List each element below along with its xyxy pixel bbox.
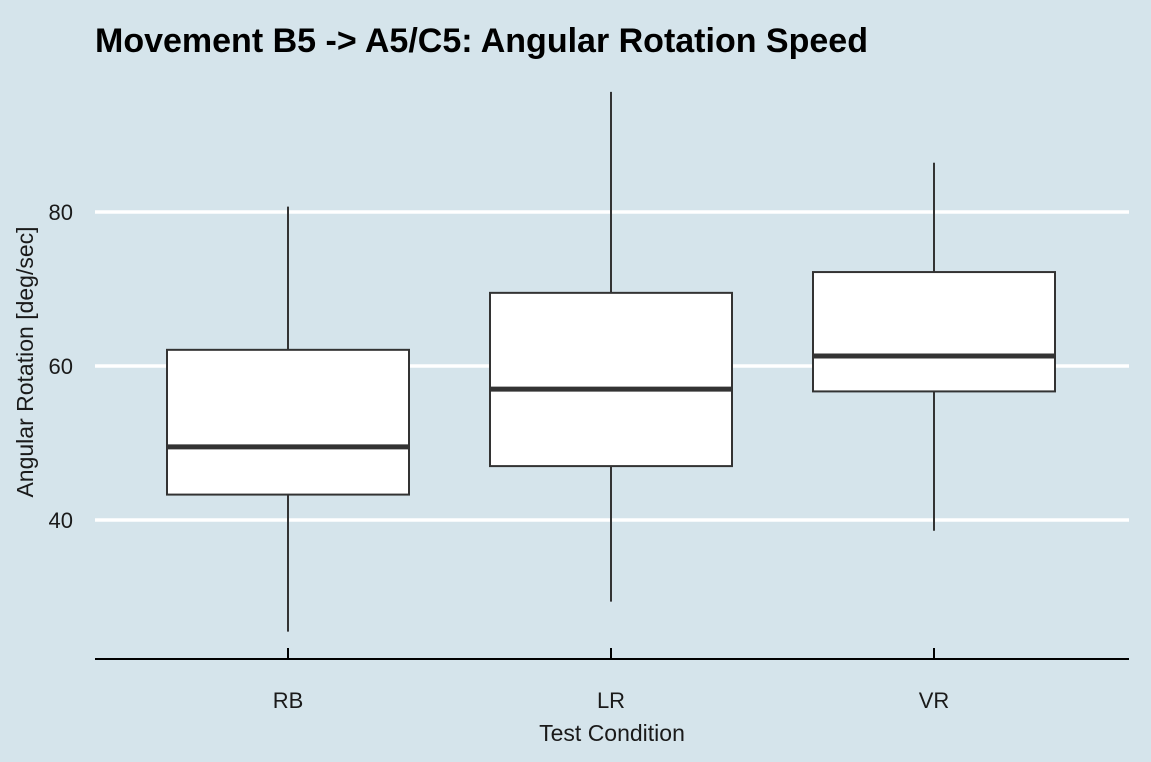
box-lr — [489, 91, 733, 602]
x-tick-label: RB — [273, 688, 304, 713]
boxes — [166, 91, 1056, 632]
y-tick-label: 60 — [49, 354, 73, 379]
y-axis-ticks: 40 60 80 — [49, 200, 73, 533]
y-tick-label: 80 — [49, 200, 73, 225]
x-axis-label: Test Condition — [539, 720, 685, 746]
x-axis-ticks: RB LR VR — [273, 648, 950, 713]
box-iqr — [812, 271, 1056, 393]
y-axis-label: Angular Rotation [deg/sec] — [12, 226, 38, 497]
box-iqr — [166, 348, 410, 496]
box-iqr — [489, 291, 733, 468]
x-tick-label: LR — [597, 688, 625, 713]
box-vr — [812, 162, 1056, 531]
y-tick-label: 40 — [49, 508, 73, 533]
x-tick-label: VR — [919, 688, 950, 713]
chart-title: Movement B5 -> A5/C5: Angular Rotation S… — [95, 22, 868, 60]
box-rb — [166, 206, 410, 632]
